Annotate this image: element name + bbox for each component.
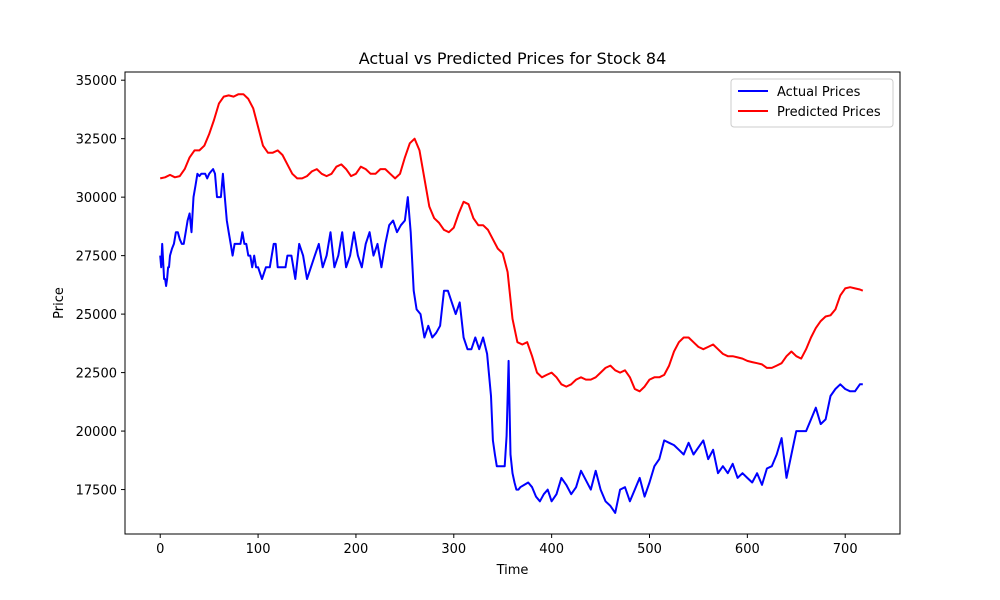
x-tick-label: 500: [637, 542, 662, 557]
chart-title: Actual vs Predicted Prices for Stock 84: [359, 49, 667, 68]
legend: Actual Prices Predicted Prices: [730, 78, 894, 128]
y-tick-label: 35000: [76, 74, 117, 89]
x-tick-label: 600: [735, 542, 760, 557]
x-tick-label: 200: [344, 542, 369, 557]
y-tick-label: 20000: [76, 425, 117, 440]
actual-prices-line: [159, 168, 863, 514]
x-axis-ticks: 0 100 200 300 400 500 600 700: [156, 534, 858, 557]
predicted-prices-line: [159, 93, 864, 393]
series-layer: [159, 93, 864, 514]
legend-label-actual: Actual Prices: [777, 85, 861, 100]
x-tick-label: 400: [539, 542, 564, 557]
x-tick-label: 700: [833, 542, 858, 557]
axes-frame: [124, 71, 901, 535]
y-axis-ticks: 17500 20000 22500 25000 27500 30000 32500 35000: [76, 74, 125, 499]
x-tick-label: 0: [156, 542, 164, 557]
x-axis-label: Time: [496, 563, 529, 578]
legend-label-predicted: Predicted Prices: [777, 105, 881, 120]
plot-area: 0 100 200 300 400 500 600 700 17500 20000 22500 25…: [76, 71, 901, 557]
x-tick-label: 100: [246, 542, 271, 557]
y-tick-label: 30000: [76, 191, 117, 206]
y-tick-label: 27500: [76, 250, 117, 265]
x-tick-label: 300: [441, 542, 466, 557]
y-tick-label: 17500: [76, 484, 117, 499]
y-tick-label: 32500: [76, 133, 117, 148]
y-tick-label: 25000: [76, 308, 117, 323]
y-tick-label: 22500: [76, 367, 117, 382]
y-axis-label: Price: [52, 287, 67, 319]
legend-box: [730, 78, 894, 128]
